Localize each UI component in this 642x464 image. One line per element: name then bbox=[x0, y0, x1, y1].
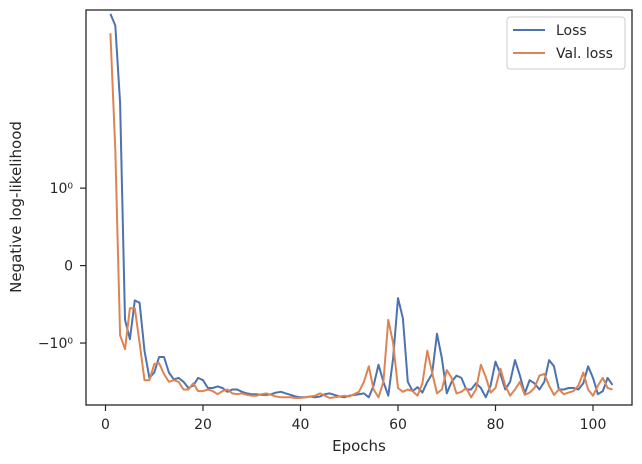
legend-label-loss: Loss bbox=[556, 23, 587, 39]
x-tick-label: 40 bbox=[292, 417, 310, 433]
x-tick-label: 0 bbox=[101, 417, 110, 433]
x-axis-title: Epochs bbox=[332, 437, 386, 455]
x-axis: 0 20 40 60 80 100 bbox=[101, 405, 606, 433]
y-tick-label: 10⁰ bbox=[50, 181, 74, 197]
legend: Loss Val. loss bbox=[506, 16, 626, 70]
series-layer bbox=[109, 13, 614, 399]
x-tick-label: 60 bbox=[389, 417, 407, 433]
x-tick-label: 20 bbox=[194, 417, 212, 433]
legend-label-val-loss: Val. loss bbox=[556, 46, 613, 62]
y-tick-label: −10⁰ bbox=[38, 336, 74, 352]
plot-area bbox=[86, 10, 632, 405]
y-axis-title: Negative log-likelihood bbox=[7, 121, 25, 293]
series-line-val-loss bbox=[109, 33, 613, 399]
plot-frame bbox=[85, 9, 633, 406]
y-tick-label: 0 bbox=[64, 259, 73, 275]
y-axis: 10⁰ 0 −10⁰ bbox=[38, 181, 86, 352]
x-tick-label: 80 bbox=[487, 417, 505, 433]
x-tick-label: 100 bbox=[580, 417, 607, 433]
